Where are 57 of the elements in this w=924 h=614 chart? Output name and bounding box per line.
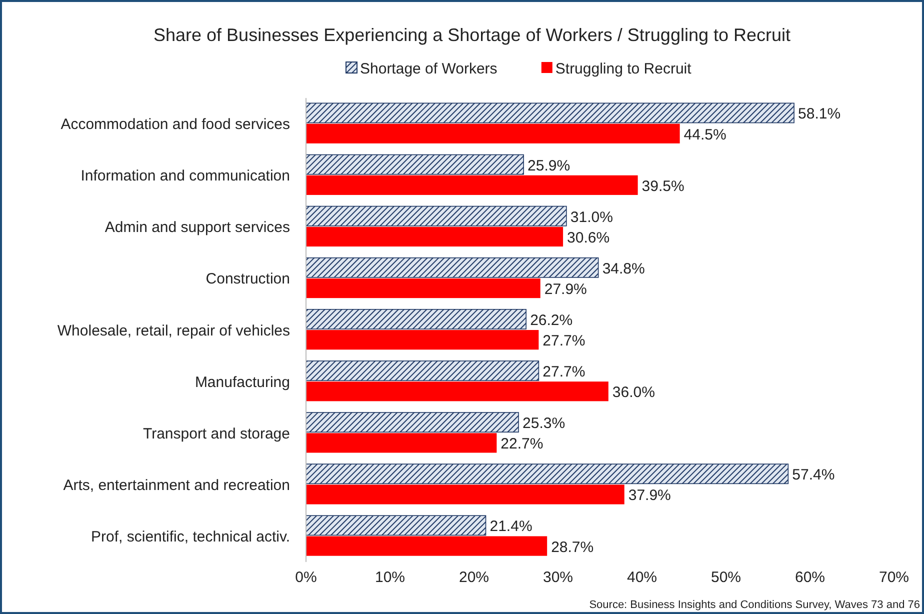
x-tick-label: 50% <box>710 569 742 586</box>
y-tick-label: Arts, entertainment and recreation <box>63 476 290 494</box>
y-tick-label: Construction <box>206 270 290 288</box>
data-label: 28.7% <box>551 538 594 556</box>
data-label: 37.9% <box>628 487 671 504</box>
bar <box>306 175 638 195</box>
bar <box>306 515 486 536</box>
source-note: Source: Business Insights and Conditions Survey, Waves 73 and 76 <box>589 599 920 611</box>
x-tick-label: 20% <box>458 569 490 586</box>
chart-title: Share of Businesses Experiencing a Shortage of Workers / Struggling to Recruit <box>154 25 790 45</box>
y-tick-label: Manufacturing <box>194 374 290 391</box>
bar <box>306 330 539 350</box>
y-tick-label: Transport and storage <box>142 425 290 442</box>
data-label: 30.6% <box>567 229 610 246</box>
data-label: 22.7% <box>500 436 544 453</box>
data-label: 27.7% <box>542 363 586 380</box>
data-label: 39.5% <box>642 178 684 195</box>
y-tick-label: Wholesale, retail, repair of vehicles <box>57 322 290 340</box>
bar <box>306 536 548 556</box>
bar <box>306 102 794 124</box>
x-tick-label: 70% <box>878 569 910 586</box>
data-label: 36.0% <box>612 384 655 402</box>
data-label: 25.9% <box>528 157 570 174</box>
bar <box>306 360 540 381</box>
x-tick-label: 0% <box>295 569 317 586</box>
y-tick-label: Information and communication <box>80 168 290 185</box>
x-tick-label: 60% <box>794 569 826 586</box>
legend-label: Struggling to Recruit <box>555 60 692 78</box>
bar <box>306 308 526 330</box>
bar <box>306 382 608 402</box>
legend-label: Shortage of Workers <box>360 60 498 78</box>
bar <box>306 206 567 226</box>
data-label: 27.9% <box>544 281 587 298</box>
x-tick-label: 10% <box>374 569 406 586</box>
data-label: 25.3% <box>522 415 566 432</box>
y-tick-label: Prof, scientific, technical activ. <box>91 528 290 546</box>
bar <box>306 278 540 298</box>
data-label: 31.0% <box>570 208 613 226</box>
data-label: 34.8% <box>602 260 645 278</box>
bar <box>306 412 519 433</box>
data-label: 26.2% <box>530 312 573 329</box>
data-label: 58.1% <box>798 106 841 123</box>
y-tick-label: Accommodation and food services <box>60 116 290 134</box>
bar <box>306 433 497 453</box>
bar <box>306 257 599 278</box>
y-tick-label: Admin and support services <box>104 219 290 236</box>
bar <box>306 464 789 484</box>
x-tick-label: 30% <box>542 569 574 586</box>
bar <box>306 124 680 144</box>
bar <box>306 484 624 504</box>
data-label: 57.4% <box>792 466 835 484</box>
bar <box>306 226 564 247</box>
data-label: 27.7% <box>542 332 586 350</box>
bar <box>306 154 524 175</box>
data-label: 44.5% <box>684 126 726 144</box>
data-label: 21.4% <box>490 518 532 536</box>
x-tick-label: 40% <box>626 569 658 586</box>
